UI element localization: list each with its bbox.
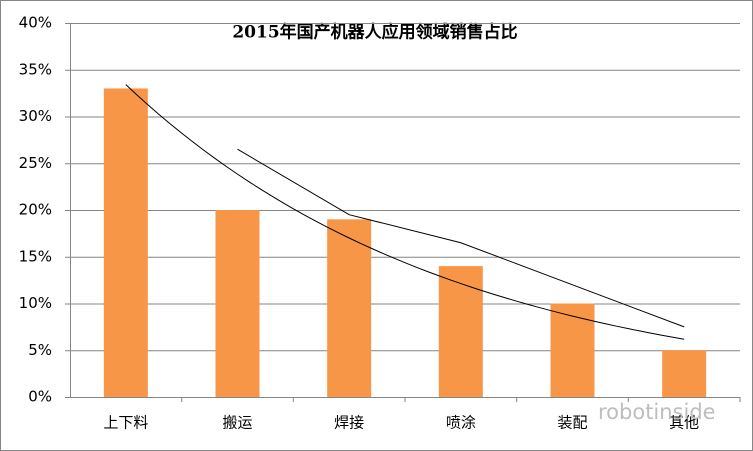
y-tick-label: 15% bbox=[19, 247, 52, 265]
y-tick-label: 30% bbox=[19, 107, 52, 125]
y-tick-label: 0% bbox=[28, 388, 52, 406]
trendline bbox=[237, 148, 685, 328]
y-tick-label: 10% bbox=[19, 294, 52, 312]
bar bbox=[438, 266, 483, 397]
bar bbox=[662, 350, 707, 397]
y-tick-label: 5% bbox=[28, 341, 52, 359]
x-tick-label: 上下料 bbox=[103, 414, 148, 432]
bar bbox=[327, 219, 372, 397]
bar bbox=[550, 303, 595, 397]
y-tick-label: 25% bbox=[19, 154, 52, 172]
y-tick-label: 35% bbox=[19, 60, 52, 78]
bar bbox=[215, 210, 260, 397]
x-tick-label: 喷涂 bbox=[446, 414, 476, 432]
x-tick-label: 装配 bbox=[557, 414, 587, 432]
y-tick-label: 40% bbox=[19, 14, 52, 32]
trendline bbox=[125, 84, 685, 340]
x-tick-label: 其他 bbox=[669, 414, 699, 432]
y-tick-label: 20% bbox=[19, 201, 52, 219]
watermark: robotinside bbox=[598, 400, 716, 424]
bar bbox=[103, 88, 148, 397]
x-tick-label: 焊接 bbox=[334, 414, 364, 432]
x-tick-label: 搬运 bbox=[222, 414, 252, 432]
chart-title: 2015年国产机器人应用领域销售占比 bbox=[232, 22, 517, 43]
